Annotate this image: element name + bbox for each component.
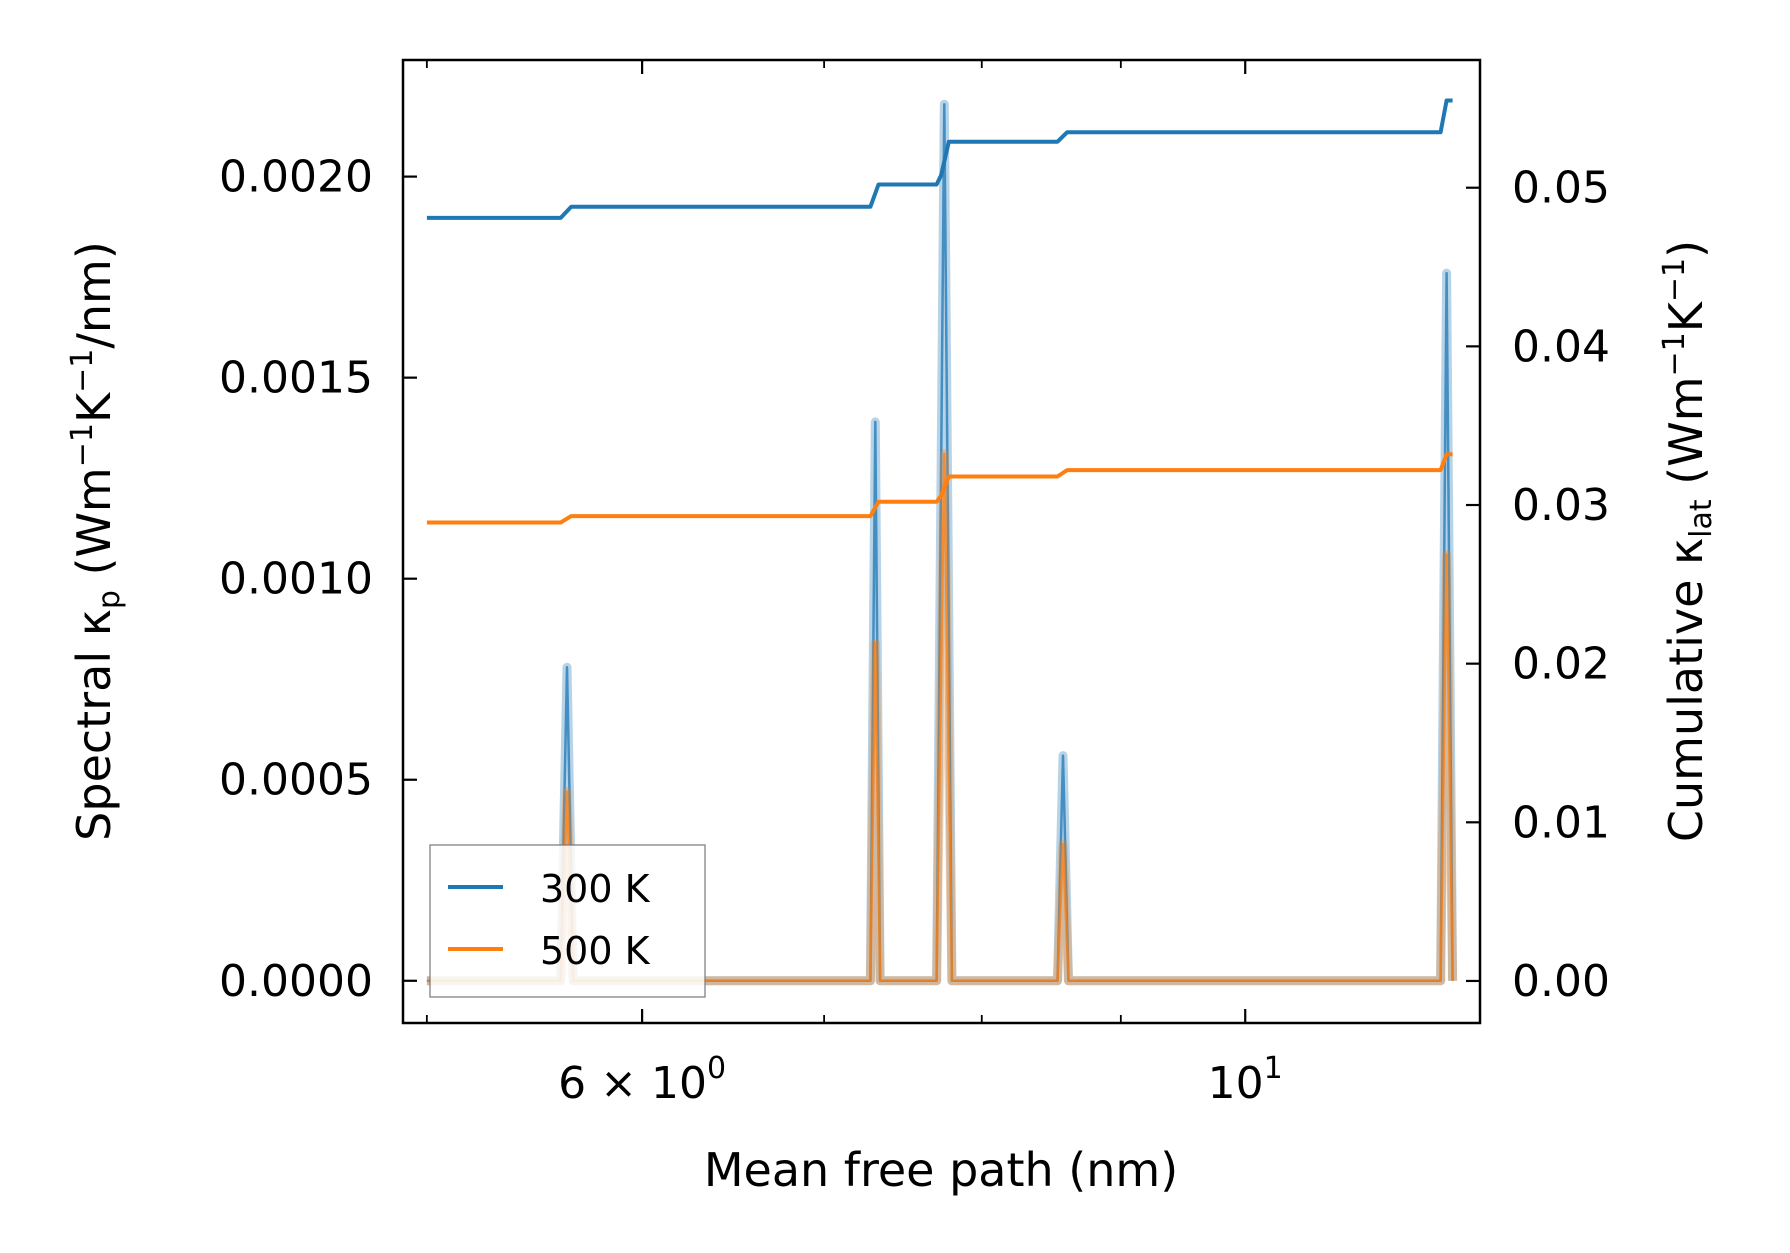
legend-label-500k: 500 K	[540, 929, 651, 973]
plot-frame	[401, 58, 1482, 1025]
x-tick-label: 6 × 100	[558, 1051, 726, 1109]
y-axis-left-label: Spectral κp (Wm−1K−1/nm)	[65, 241, 127, 841]
y-right-tick-label: 0.01	[1512, 797, 1610, 848]
y-right-tick-label: 0.05	[1512, 163, 1610, 214]
y-axis-right-label: Cumulative κlat (Wm−1K−1)	[1657, 240, 1719, 842]
y-right-tick-label: 0.03	[1512, 480, 1610, 531]
y-left-tick-label: 0.0010	[219, 554, 373, 605]
x-tick-label: 101	[1208, 1051, 1283, 1109]
x-axis-label: Mean free path (nm)	[704, 1143, 1178, 1197]
legend-label-300k: 300 K	[540, 867, 651, 911]
y-left-tick-label: 0.0005	[219, 755, 373, 806]
y-right-tick-label: 0.04	[1512, 321, 1610, 372]
y-left-tick-label: 0.0020	[219, 152, 373, 203]
ticks-layer: 0.0000 0.0005 0.0010 0.0015 0.0020 0.00 0.01 0.…	[219, 60, 1610, 1109]
y-right-tick-label: 0.00	[1512, 956, 1610, 1007]
y-right-tick-label: 0.02	[1512, 639, 1610, 690]
legend-box	[429, 844, 706, 998]
cumulative-line-300k	[426, 98, 1453, 220]
cumulative-series-layer	[426, 98, 1453, 525]
y-left-tick-label: 0.0015	[219, 353, 373, 404]
cumulative-line-500k	[426, 452, 1453, 525]
legend: 300 K 500 K	[429, 844, 706, 998]
y-left-tick-label: 0.0000	[219, 956, 373, 1007]
